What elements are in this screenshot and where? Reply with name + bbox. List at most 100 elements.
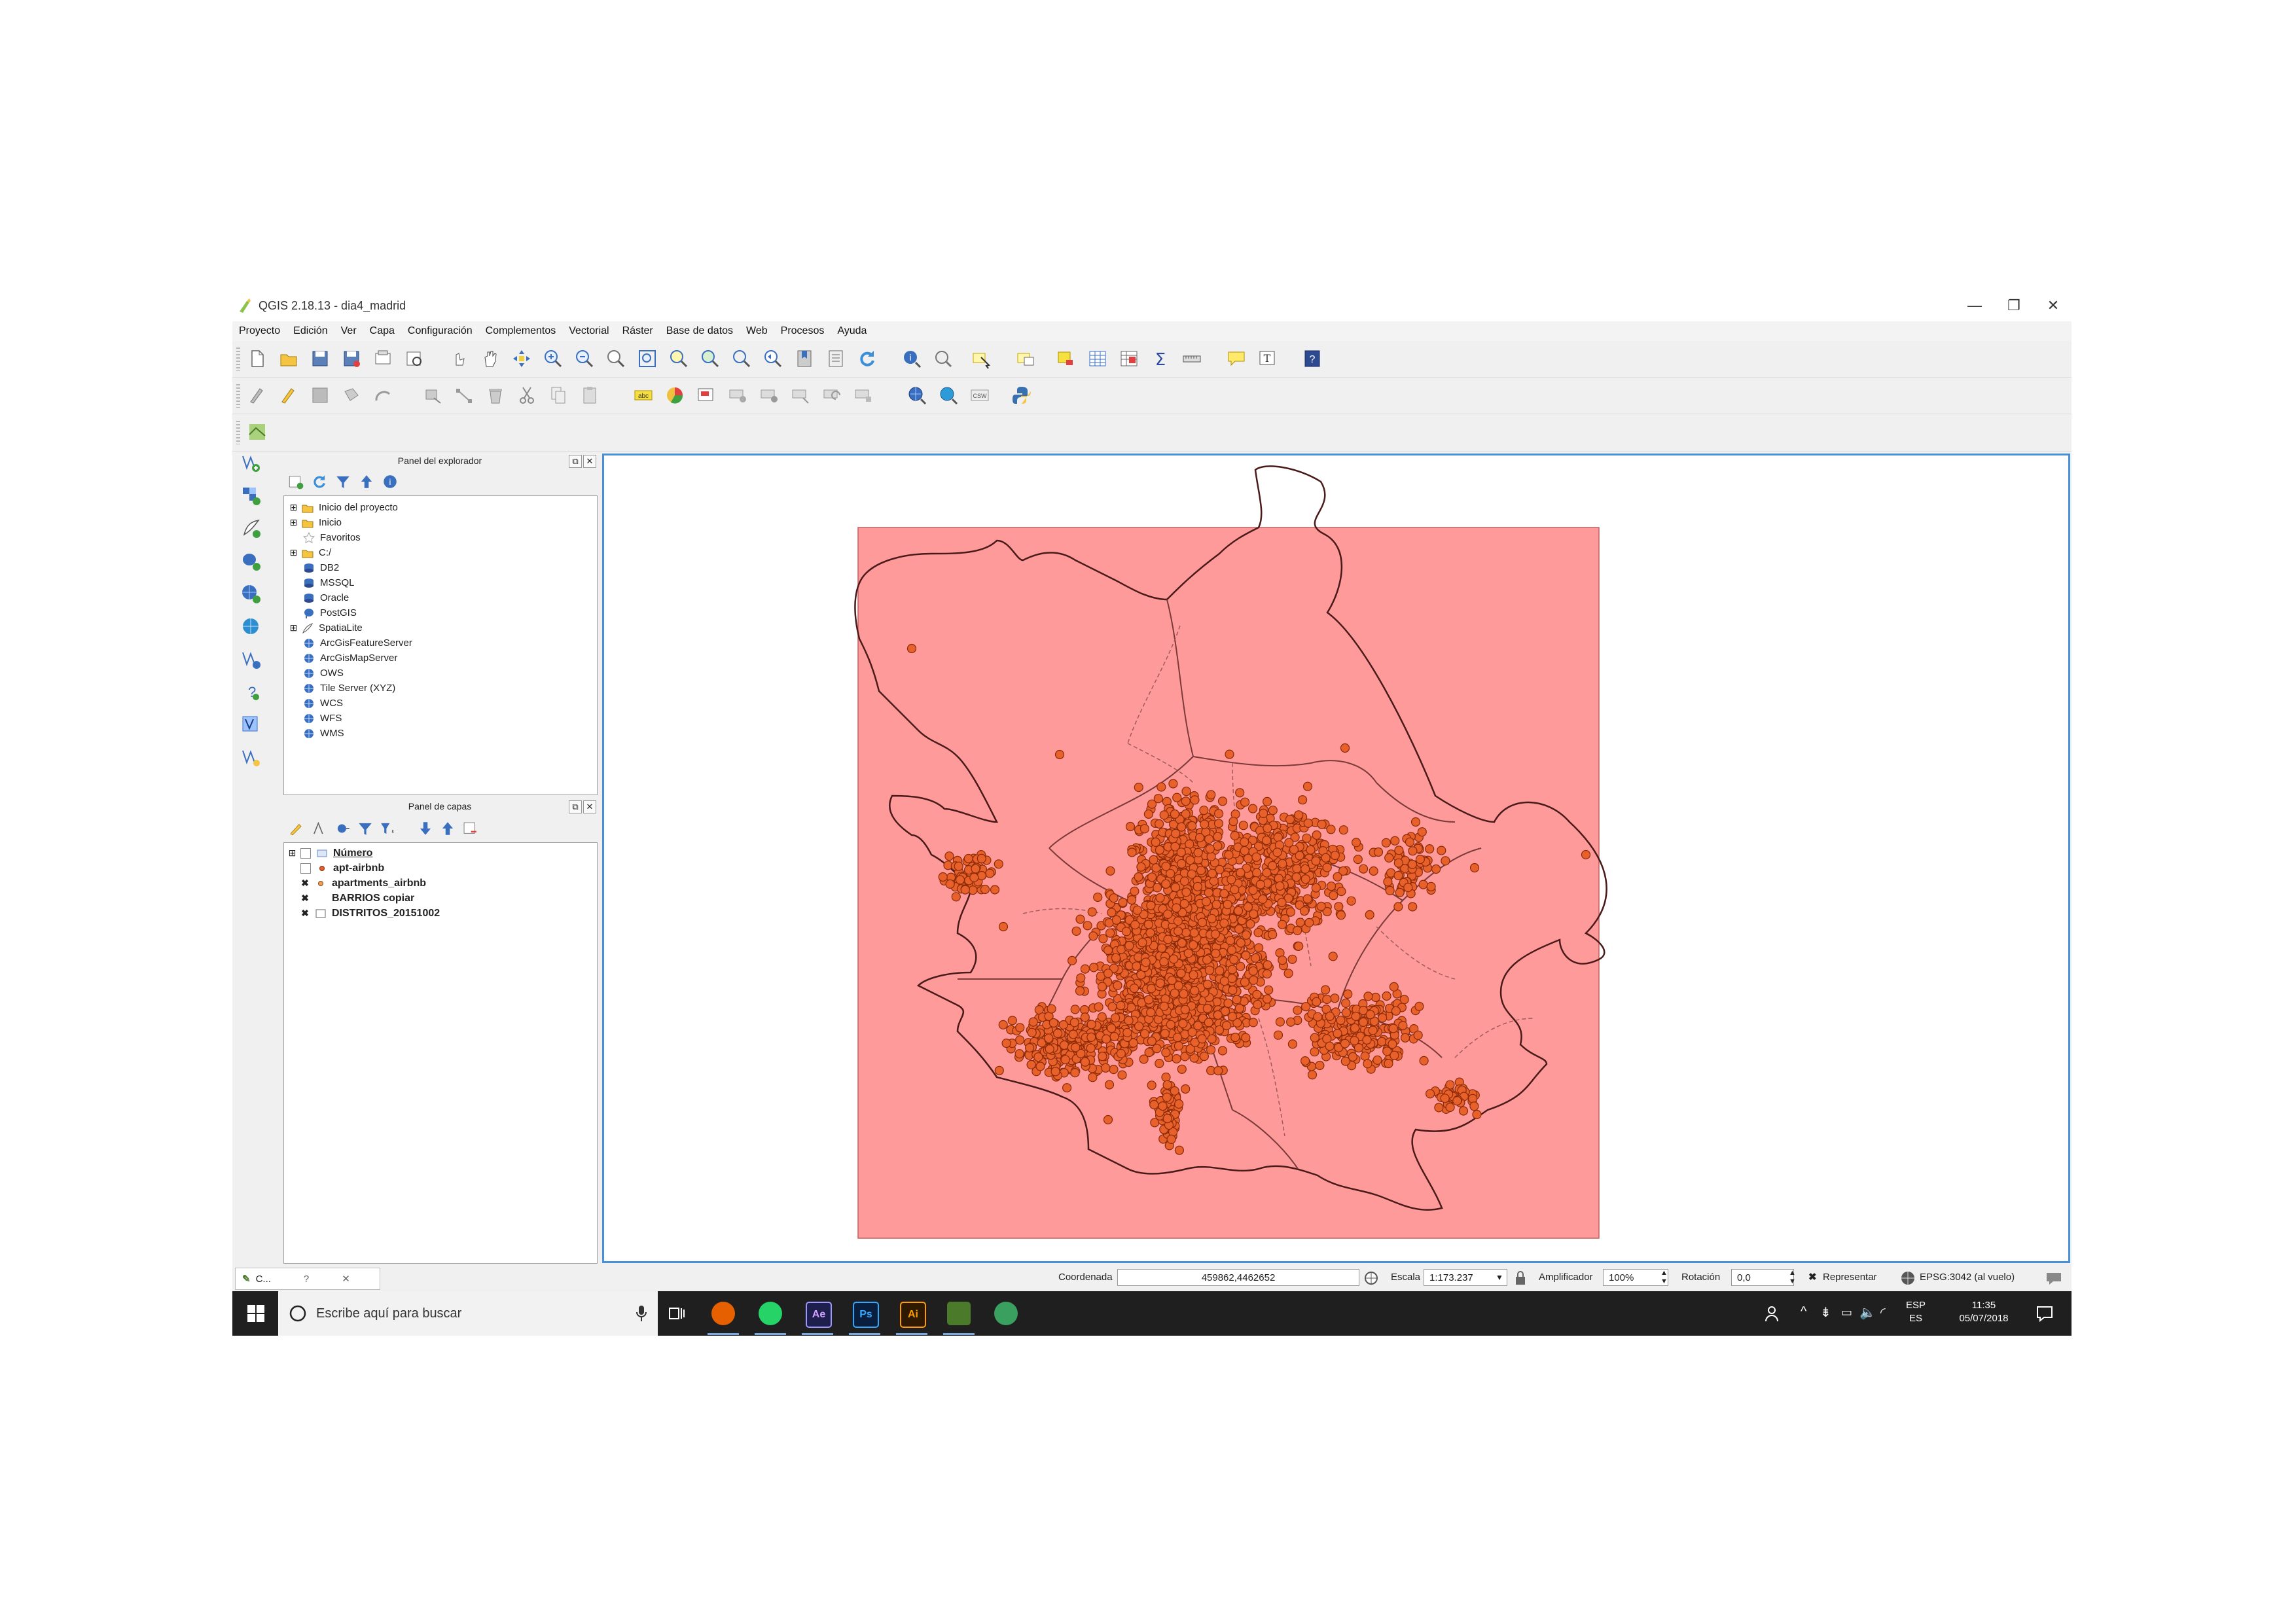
add-raster-layer-icon[interactable] xyxy=(240,485,261,506)
taskbar-search-box[interactable]: Escribe aquí para buscar xyxy=(278,1291,658,1336)
float-panel-button[interactable]: ⧉ xyxy=(569,455,582,468)
layer-visibility-checkbox[interactable] xyxy=(300,863,311,874)
language-indicator[interactable]: ESP ES xyxy=(1901,1299,1930,1325)
bottom-dock-tab[interactable]: ✎ C... ? ✕ xyxy=(235,1268,380,1290)
help-icon[interactable]: ? xyxy=(1302,348,1323,369)
illustrator-icon[interactable]: Ai xyxy=(900,1302,926,1328)
show-bookmarks-icon[interactable] xyxy=(825,348,846,369)
pan-map-icon[interactable] xyxy=(480,348,501,369)
microphone-icon[interactable] xyxy=(636,1304,647,1323)
select-by-rectangle-icon[interactable] xyxy=(971,348,992,369)
close-panel-button[interactable]: ✕ xyxy=(583,800,596,813)
deselect-icon[interactable] xyxy=(1015,348,1036,369)
composer-manager-icon[interactable] xyxy=(404,348,425,369)
label-tool-icon[interactable]: abc xyxy=(633,385,654,406)
current-edits-icon[interactable] xyxy=(247,385,268,406)
filter-legend-icon[interactable] xyxy=(357,820,374,837)
zoom-last-icon[interactable] xyxy=(762,348,783,369)
new-project-icon[interactable] xyxy=(247,348,268,369)
add-delimited-text-icon[interactable]: ? xyxy=(240,681,261,702)
dropbox-tray-icon[interactable]: ⇟ xyxy=(1820,1306,1831,1320)
zoom-full-icon[interactable] xyxy=(637,348,658,369)
task-view-icon[interactable] xyxy=(667,1304,687,1323)
browser-item[interactable]: OWS xyxy=(289,666,344,681)
volume-icon[interactable]: 🔈 xyxy=(1859,1306,1876,1320)
wifi-icon[interactable]: ◜ xyxy=(1880,1306,1886,1320)
bottom-tab-close[interactable]: ✕ xyxy=(342,1274,350,1285)
map-canvas[interactable] xyxy=(602,454,2070,1263)
add-spatialite-layer-icon[interactable] xyxy=(240,518,261,539)
expand-toggle[interactable]: ⊞ xyxy=(289,502,298,512)
open-project-icon[interactable] xyxy=(278,348,299,369)
browser-item[interactable]: WFS xyxy=(289,711,342,726)
add-wfs-layer-icon[interactable] xyxy=(240,649,261,669)
layer-visibility-checkbox[interactable]: ✖ xyxy=(300,907,310,918)
new-bookmark-icon[interactable] xyxy=(794,348,815,369)
node-tool-icon[interactable] xyxy=(454,385,475,406)
layer-row[interactable]: ✖ DISTRITOS_20151002 xyxy=(288,906,440,921)
move-label-icon[interactable] xyxy=(790,385,811,406)
refresh-browser-icon[interactable] xyxy=(311,473,328,490)
layer-row[interactable]: ✖ apartments_airbnb xyxy=(288,876,426,891)
scale-field[interactable]: 1:173.237 xyxy=(1424,1269,1507,1286)
browser-item[interactable]: Favoritos xyxy=(289,530,361,545)
browser-item[interactable]: Tile Server (XYZ) xyxy=(289,681,395,696)
crs-label[interactable]: EPSG:3042 (al vuelo) xyxy=(1920,1272,2015,1283)
toolbar-handle[interactable] xyxy=(236,348,240,371)
layer-visibility-checkbox[interactable]: ✖ xyxy=(300,892,310,903)
expand-toggle[interactable]: ⊞ xyxy=(288,847,296,858)
move-feature-icon[interactable] xyxy=(422,385,443,406)
close-button[interactable]: ✕ xyxy=(2047,297,2060,313)
field-calculator-icon[interactable] xyxy=(1119,348,1139,369)
toggle-editing-icon[interactable] xyxy=(278,385,299,406)
layer-row[interactable]: ✖ BARRIOS copiar xyxy=(288,891,414,906)
show-hide-labels-icon[interactable] xyxy=(759,385,780,406)
measure-icon[interactable] xyxy=(1181,348,1202,369)
save-edits-icon[interactable] xyxy=(310,385,331,406)
highlight-pinned-labels-icon[interactable] xyxy=(696,385,717,406)
lock-scale-icon[interactable] xyxy=(1514,1270,1527,1286)
select-features-icon[interactable] xyxy=(933,348,954,369)
collapse-all-icon[interactable] xyxy=(358,473,375,490)
add-wcs-layer-icon[interactable] xyxy=(240,616,261,637)
identify-features-icon[interactable]: i xyxy=(901,348,922,369)
change-label-icon[interactable] xyxy=(853,385,874,406)
layer-visibility-checkbox[interactable] xyxy=(300,847,311,859)
browser-item[interactable]: ⊞ Inicio xyxy=(289,515,342,530)
refresh-icon[interactable] xyxy=(857,348,878,369)
browser-item[interactable]: Oracle xyxy=(289,590,349,605)
filter-browser-icon[interactable] xyxy=(334,473,351,490)
menu-ver[interactable]: Ver xyxy=(340,325,357,336)
action-center-icon[interactable] xyxy=(2035,1304,2054,1323)
close-panel-button[interactable]: ✕ xyxy=(583,455,596,468)
metasearch-icon[interactable] xyxy=(906,385,927,406)
menu-web[interactable]: Web xyxy=(746,325,768,336)
add-feature-icon[interactable] xyxy=(341,385,362,406)
pin-labels-icon[interactable] xyxy=(727,385,748,406)
browser-item[interactable]: ⊞ Inicio del proyecto xyxy=(289,500,398,515)
browser-item[interactable]: ArcGisFeatureServer xyxy=(289,635,412,651)
browser-item[interactable]: DB2 xyxy=(289,560,339,575)
windows-start-icon[interactable] xyxy=(247,1304,265,1323)
menu-procesos[interactable]: Procesos xyxy=(780,325,825,336)
menu-base-de-datos[interactable]: Base de datos xyxy=(666,325,734,336)
map-tips-icon[interactable] xyxy=(1226,348,1247,369)
metasearch-web-icon[interactable] xyxy=(938,385,959,406)
zoom-to-selection-icon[interactable] xyxy=(668,348,689,369)
manage-map-themes-icon[interactable] xyxy=(334,820,351,837)
paste-features-icon[interactable] xyxy=(579,385,600,406)
tray-overflow-icon[interactable]: ^ xyxy=(1801,1304,1807,1319)
layer-row[interactable]: apt-airbnb xyxy=(288,861,384,876)
bottom-tab-help[interactable]: ? xyxy=(303,1273,310,1285)
menu-capa[interactable]: Capa xyxy=(369,325,395,336)
layer-visibility-checkbox[interactable]: ✖ xyxy=(300,877,310,888)
globe-app-icon[interactable] xyxy=(994,1302,1018,1325)
layer-style-icon[interactable] xyxy=(664,385,685,406)
menu-edicion[interactable]: Edición xyxy=(293,325,328,336)
menu-complementos[interactable]: Complementos xyxy=(485,325,556,336)
copy-features-icon[interactable] xyxy=(548,385,569,406)
firefox-icon[interactable] xyxy=(711,1302,735,1325)
messages-icon[interactable] xyxy=(2045,1270,2062,1286)
toolbar-handle[interactable] xyxy=(236,384,240,408)
add-wms-layer-icon[interactable] xyxy=(240,583,261,604)
